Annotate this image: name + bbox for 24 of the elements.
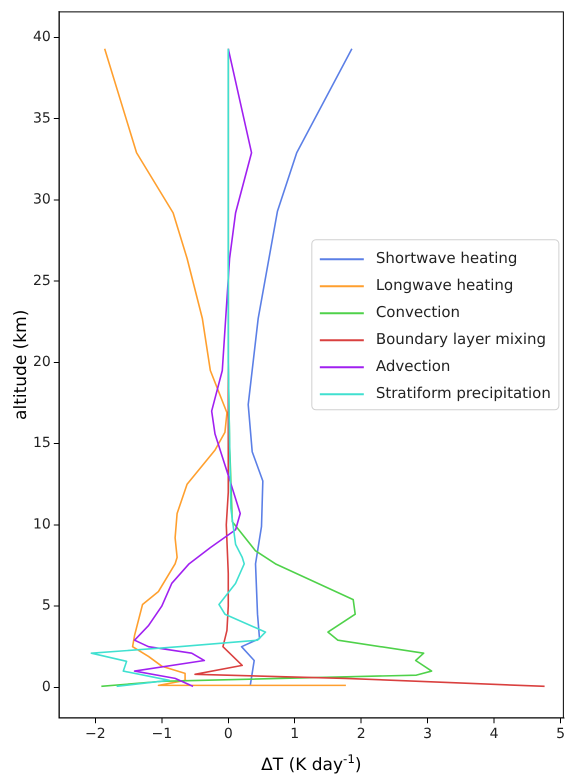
y-tick-label: 15 [32,435,51,452]
legend-label: Boundary layer mixing [376,330,546,348]
y-axis-title: altitude (km) [11,310,31,420]
y-tick-label: 30 [32,192,51,208]
legend-label: Longwave heating [376,276,514,294]
y-tick-label: 35 [32,110,51,126]
y-tick-label: 40 [32,29,51,46]
y-tick-label: 0 [42,678,51,695]
x-tick-label: 1 [290,726,300,742]
y-tick-label: 20 [32,354,51,370]
x-tick-label: −2 [85,726,106,742]
legend-label: Advection [376,357,450,376]
x-tick-label: 3 [423,726,432,742]
legend-label: Shortwave heating [376,249,518,268]
x-tick-label: 2 [356,726,366,742]
y-tick-label: 5 [42,598,51,614]
legend-label: Convection [376,303,460,322]
x-tick-label: −1 [152,726,172,742]
x-tick-label: 4 [490,726,499,742]
legend-label: Stratiform precipitation [376,384,551,402]
x-tick-label: 5 [556,726,566,742]
y-tick-label: 25 [32,272,51,289]
x-tick-label: 0 [224,726,233,742]
y-tick-label: 10 [32,516,51,532]
